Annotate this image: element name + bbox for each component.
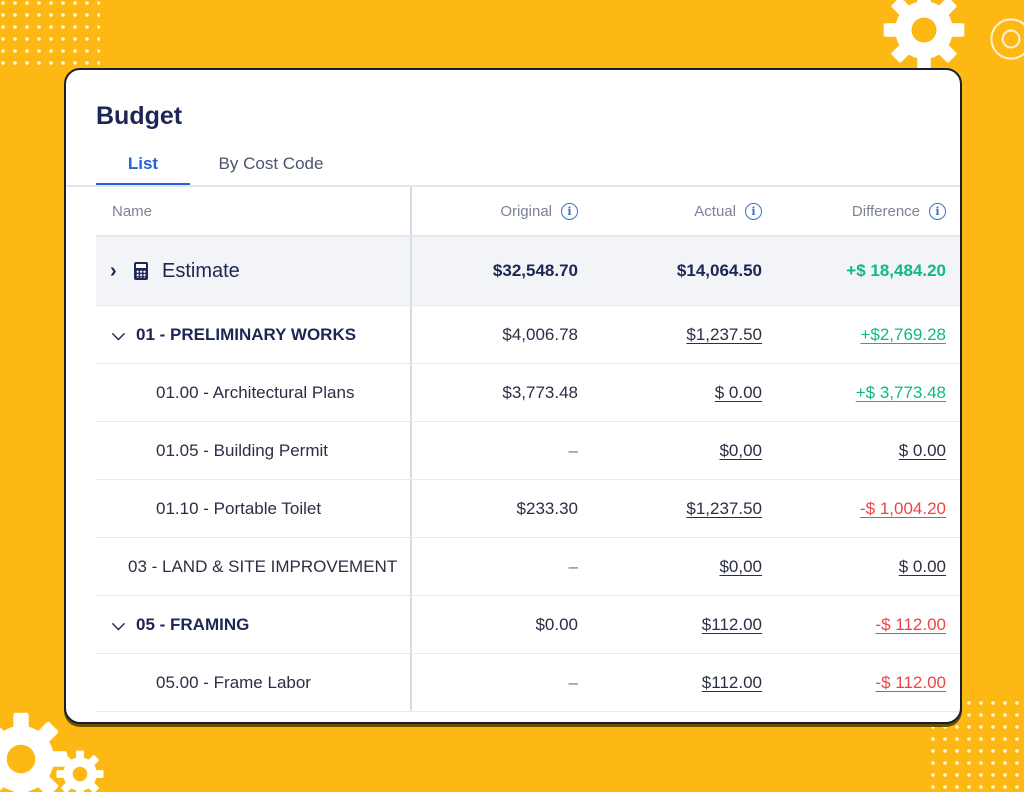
chevron-down-icon[interactable]: ⌵ bbox=[112, 324, 125, 344]
row-label: 05.00 - Frame Labor bbox=[156, 672, 311, 692]
table-header: Name Original i Actual i Difference i bbox=[96, 187, 960, 237]
difference-link[interactable]: $ 0.00 bbox=[898, 556, 946, 576]
difference-link[interactable]: +$ 3,773.48 bbox=[855, 382, 946, 402]
actual-link[interactable]: $112.00 bbox=[701, 672, 762, 692]
table-row[interactable]: 05.00 - Frame Labor – $112.00 -$ 112.00 bbox=[96, 654, 960, 712]
table-row[interactable]: 01.00 - Architectural Plans $3,773.48 $ … bbox=[96, 364, 960, 422]
column-header-difference: Difference i bbox=[762, 187, 946, 235]
cell-original: $32,548.70 bbox=[492, 261, 578, 280]
table-row[interactable]: 01.10 - Portable Toilet $233.30 $1,237.5… bbox=[96, 480, 960, 538]
cell-original: – bbox=[568, 556, 578, 576]
calculator-icon bbox=[134, 262, 148, 280]
info-icon[interactable]: i bbox=[929, 202, 946, 220]
tab-by-cost-code[interactable]: By Cost Code bbox=[218, 154, 324, 173]
tab-bar: List By Cost Code bbox=[96, 150, 352, 186]
row-label: 03 - LAND & SITE IMPROVEMENT bbox=[128, 556, 398, 576]
cell-original: $233.30 bbox=[516, 498, 578, 518]
actual-link[interactable]: $1,237.50 bbox=[686, 324, 762, 344]
cell-original: $0.00 bbox=[535, 614, 578, 634]
cell-original: $4,006.78 bbox=[502, 324, 578, 344]
tab-list[interactable]: List bbox=[96, 150, 190, 186]
column-header-name: Name bbox=[96, 187, 412, 235]
cell-original: – bbox=[568, 440, 578, 460]
actual-link[interactable]: $0,00 bbox=[719, 556, 762, 576]
difference-link[interactable]: -$ 112.00 bbox=[875, 614, 946, 634]
table-row[interactable]: ⌵ 05 - FRAMING $0.00 $112.00 -$ 112.00 bbox=[96, 596, 960, 654]
row-label: Estimate bbox=[162, 259, 240, 282]
info-icon[interactable]: i bbox=[561, 202, 578, 220]
row-label: 05 - FRAMING bbox=[136, 614, 250, 634]
budget-table: Name Original i Actual i Difference i › Est… bbox=[96, 187, 960, 712]
actual-link[interactable]: $ 0.00 bbox=[714, 382, 762, 402]
row-label: 01.05 - Building Permit bbox=[156, 440, 328, 460]
table-row[interactable]: ⌵ 01 - PRELIMINARY WORKS $4,006.78 $1,23… bbox=[96, 306, 960, 364]
cell-actual: $14,064.50 bbox=[676, 261, 762, 280]
cell-original: – bbox=[568, 672, 578, 692]
chevron-right-icon[interactable]: › bbox=[110, 259, 117, 282]
difference-link[interactable]: $ 0.00 bbox=[898, 440, 946, 460]
row-label: 01.10 - Portable Toilet bbox=[156, 498, 322, 518]
table-row-estimate[interactable]: › Estimate $32,548.70 $14,064.50 +$ 18,4… bbox=[96, 237, 960, 306]
table-row[interactable]: 01.05 - Building Permit – $0,00 $ 0.00 bbox=[96, 422, 960, 480]
difference-link[interactable]: -$ 112.00 bbox=[875, 672, 946, 692]
chevron-down-icon[interactable]: ⌵ bbox=[112, 614, 125, 634]
column-header-actual: Actual i bbox=[578, 187, 762, 235]
table-row[interactable]: 03 - LAND & SITE IMPROVEMENT – $0,00 $ 0… bbox=[96, 538, 960, 596]
cell-difference: +$ 18,484.20 bbox=[846, 261, 946, 280]
row-label: 01.00 - Architectural Plans bbox=[156, 382, 355, 402]
dot-pattern-top-left bbox=[0, 0, 100, 70]
gear-icon bbox=[0, 712, 68, 792]
difference-link[interactable]: -$ 1,004.20 bbox=[859, 498, 946, 518]
gear-outline-icon bbox=[990, 18, 1024, 60]
actual-link[interactable]: $0,00 bbox=[719, 440, 762, 460]
column-header-original: Original i bbox=[412, 187, 578, 235]
cell-original: $3,773.48 bbox=[502, 382, 578, 402]
actual-link[interactable]: $1,237.50 bbox=[686, 498, 762, 518]
row-label: 01 - PRELIMINARY WORKS bbox=[136, 324, 357, 344]
difference-link[interactable]: +$2,769.28 bbox=[860, 324, 946, 344]
tabs-divider bbox=[66, 185, 960, 187]
info-icon[interactable]: i bbox=[745, 202, 762, 220]
gear-icon bbox=[883, 0, 965, 71]
page-title: Budget bbox=[96, 102, 183, 130]
budget-card: Budget List By Cost Code Name Original i … bbox=[64, 68, 962, 724]
actual-link[interactable]: $112.00 bbox=[701, 614, 762, 634]
gear-icon bbox=[56, 750, 104, 792]
